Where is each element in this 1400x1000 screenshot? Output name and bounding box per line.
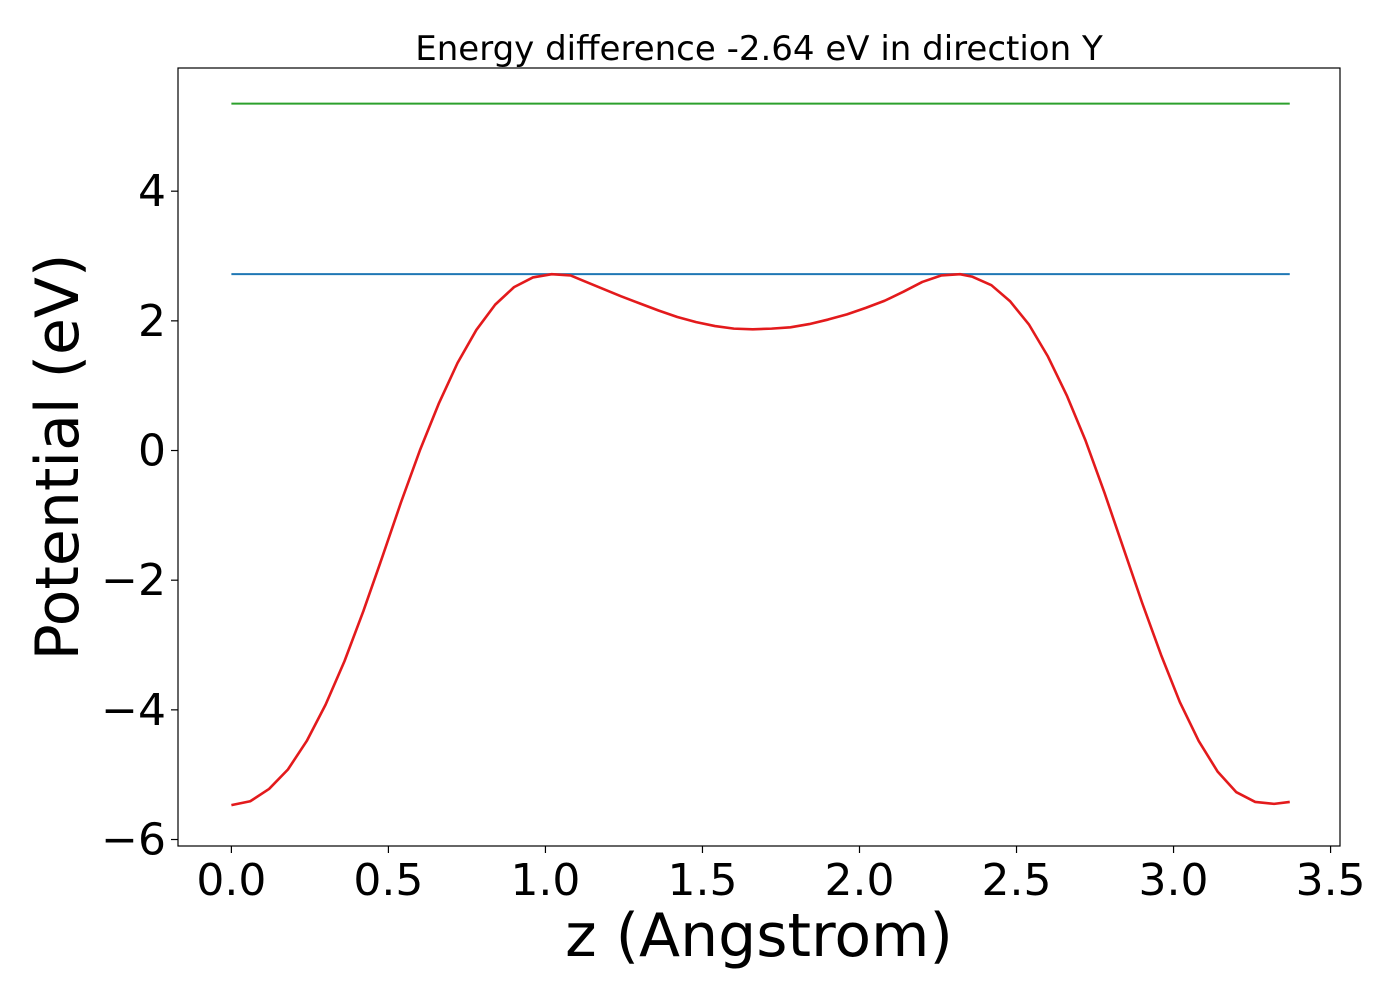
x-tick-label: 2.5	[982, 855, 1052, 906]
x-axis-ticks: 0.0 0.5 1.0 1.5 2.0 2.5 3.0 3.5	[196, 846, 1366, 906]
x-tick-label: 0.0	[196, 855, 266, 906]
x-axis-label: z (Angstrom)	[565, 901, 953, 971]
y-tick-label: −4	[101, 685, 166, 736]
x-tick-label: 0.5	[353, 855, 423, 906]
y-axis-ticks: −6 −4 −2 0 2 4	[101, 166, 178, 866]
plot-frame	[177, 67, 1341, 847]
plot-area	[178, 68, 1340, 846]
y-tick-label: −6	[101, 815, 166, 866]
y-tick-label: 2	[138, 296, 166, 347]
x-tick-label: 2.0	[825, 855, 895, 906]
series-red-line	[231, 272, 1290, 807]
x-tick-label: 1.5	[667, 855, 737, 906]
x-tick-label: 1.0	[510, 855, 580, 906]
y-axis-label: Potential (eV)	[23, 254, 93, 661]
series-layer	[231, 102, 1290, 807]
y-tick-label: −2	[101, 555, 166, 606]
y-tick-label: 0	[138, 426, 166, 477]
y-tick-label: 4	[138, 166, 166, 217]
chart-title: Energy difference -2.64 eV in direction …	[415, 29, 1103, 69]
x-tick-label: 3.5	[1296, 855, 1366, 906]
x-tick-label: 3.0	[1139, 855, 1209, 906]
